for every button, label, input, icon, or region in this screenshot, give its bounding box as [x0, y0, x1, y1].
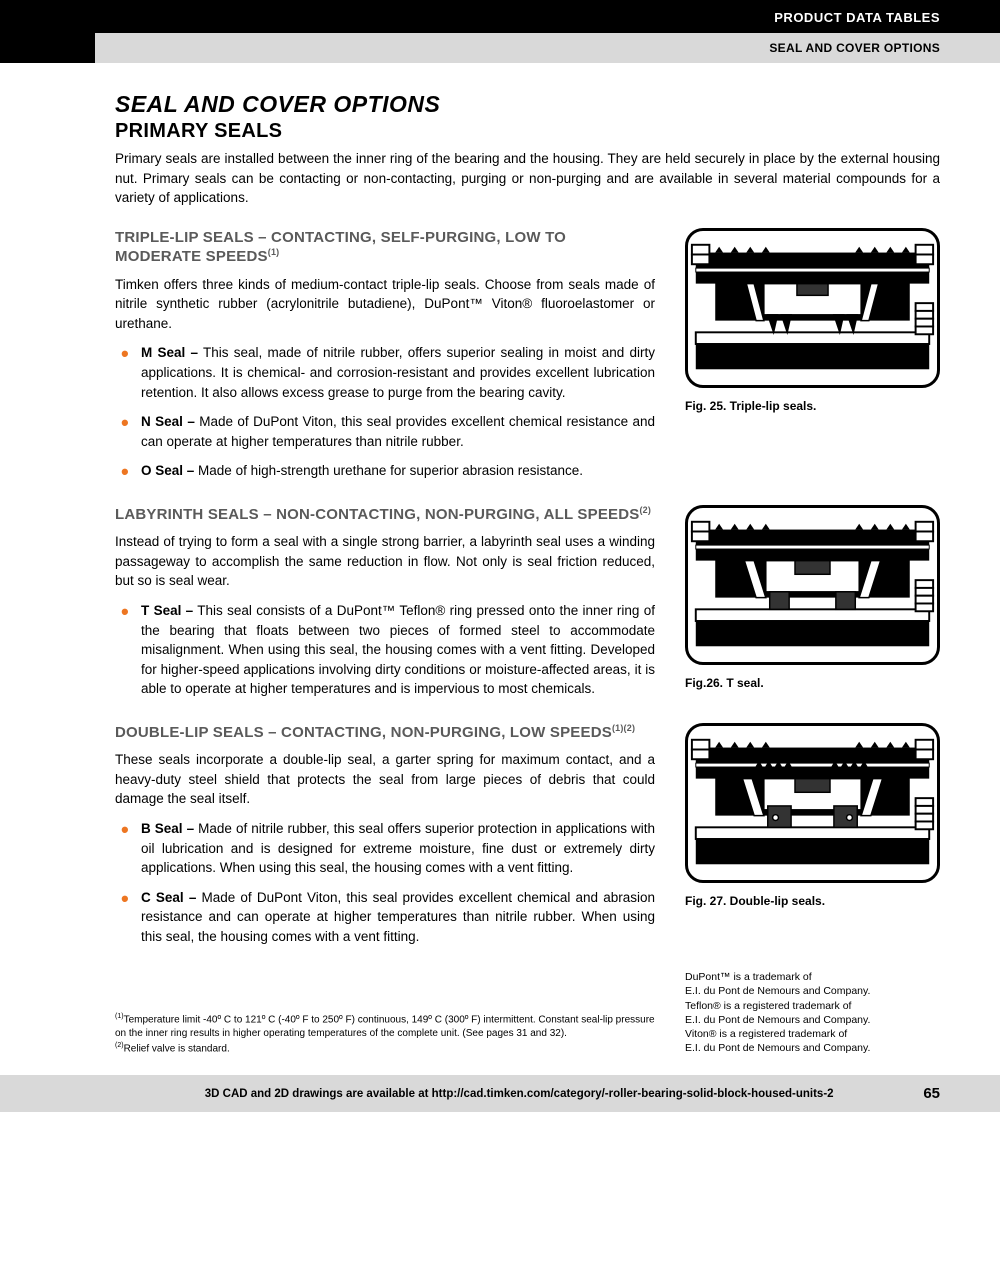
figure-caption: Fig. 27. Double-lip seals.: [685, 894, 940, 908]
section-body: These seals incorporate a double-lip sea…: [115, 750, 655, 809]
footnote-line: (1)Temperature limit -40º C to 121º C (-…: [115, 1012, 655, 1040]
figure-caption: Fig.26. T seal.: [685, 676, 940, 690]
section-row: LABYRINTH SEALS – NON-CONTACTING, NON-PU…: [115, 505, 940, 709]
figure-column: Fig. 25. Triple-lip seals.: [685, 228, 940, 491]
header-grey-bar: SEAL AND COVER OPTIONS: [0, 33, 1000, 63]
bullet-item: N Seal – Made of DuPont Viton, this seal…: [119, 412, 655, 451]
bullet-item: T Seal – This seal consists of a DuPont™…: [119, 601, 655, 699]
header-line1: PRODUCT DATA TABLES: [774, 10, 940, 25]
bullet-item: M Seal – This seal, made of nitrile rubb…: [119, 343, 655, 402]
section-body: Instead of trying to form a seal with a …: [115, 532, 655, 591]
bullet-item: C Seal – Made of DuPont Viton, this seal…: [119, 888, 655, 947]
section-row: DOUBLE-LIP SEALS – CONTACTING, NON-PURGI…: [115, 723, 940, 957]
header-black-bar: PRODUCT DATA TABLES: [0, 0, 1000, 33]
bullet-list: T Seal – This seal consists of a DuPont™…: [115, 601, 655, 699]
sections-container: TRIPLE-LIP SEALS – CONTACTING, SELF-PURG…: [115, 228, 940, 957]
page-content: SEAL AND COVER OPTIONS PRIMARY SEALS Pri…: [0, 63, 1000, 1075]
footnote-line: (2)Relief valve is standard.: [115, 1041, 655, 1056]
footnotes: (1)Temperature limit -40º C to 121º C (-…: [115, 1012, 655, 1055]
subtitle: PRIMARY SEALS: [115, 120, 940, 143]
figure-column: Fig.26. T seal.: [685, 505, 940, 709]
bullet-list: M Seal – This seal, made of nitrile rubb…: [115, 343, 655, 480]
footer-text: 3D CAD and 2D drawings are available at …: [115, 1088, 923, 1100]
section-heading: DOUBLE-LIP SEALS – CONTACTING, NON-PURGI…: [115, 723, 655, 743]
page-number: 65: [923, 1085, 940, 1102]
page-title: SEAL AND COVER OPTIONS: [115, 91, 940, 118]
section-body: Timken offers three kinds of medium-cont…: [115, 275, 655, 334]
bullet-list: B Seal – Made of nitrile rubber, this se…: [115, 819, 655, 946]
footer-bar: 3D CAD and 2D drawings are available at …: [0, 1075, 1000, 1112]
bullet-item: O Seal – Made of high-strength urethane …: [119, 461, 655, 481]
trademark-note: DuPont™ is a trademark ofE.I. du Pont de…: [685, 970, 940, 1055]
figure-caption: Fig. 25. Triple-lip seals.: [685, 399, 940, 413]
header-line2: SEAL AND COVER OPTIONS: [769, 41, 940, 55]
bullet-item: B Seal – Made of nitrile rubber, this se…: [119, 819, 655, 878]
figure-column: Fig. 27. Double-lip seals.: [685, 723, 940, 957]
section-heading: TRIPLE-LIP SEALS – CONTACTING, SELF-PURG…: [115, 228, 655, 267]
intro-paragraph: Primary seals are installed between the …: [115, 149, 940, 208]
section-heading: LABYRINTH SEALS – NON-CONTACTING, NON-PU…: [115, 505, 655, 525]
section-row: TRIPLE-LIP SEALS – CONTACTING, SELF-PURG…: [115, 228, 940, 491]
